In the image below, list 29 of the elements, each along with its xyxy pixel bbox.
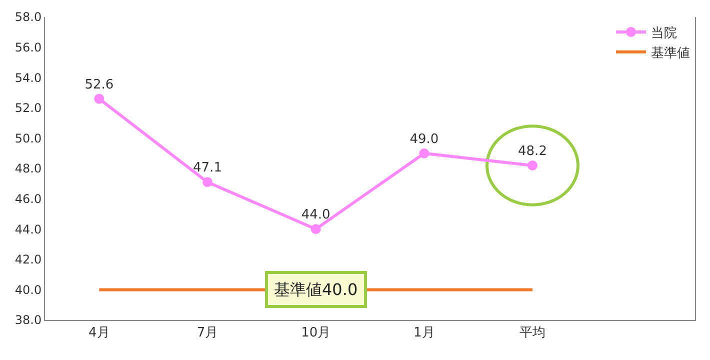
x-tick-label: 7月 xyxy=(196,326,218,341)
y-tick-label: 40.0 xyxy=(14,282,42,297)
y-tick-label: 42.0 xyxy=(14,252,42,267)
legend-label: 基準値 xyxy=(651,46,690,61)
annotation: 基準値40.0 xyxy=(274,280,358,299)
y-tick-label: 46.0 xyxy=(14,192,42,206)
x-tick-label: 平均 xyxy=(520,326,546,341)
point xyxy=(528,160,538,170)
data-label: 48.2 xyxy=(518,144,547,159)
x-tick-label: 4月 xyxy=(88,326,110,341)
y-tick-label: 50.0 xyxy=(14,131,42,146)
point xyxy=(94,94,104,104)
y-tick-label: 38.0 xyxy=(14,313,42,328)
point xyxy=(310,224,321,234)
legend-label: 当院 xyxy=(651,26,677,42)
x-tick-label: 1月 xyxy=(414,326,435,341)
y-tick-label: 48.0 xyxy=(14,162,42,176)
point xyxy=(419,148,430,158)
data-label: 47.1 xyxy=(193,160,222,176)
y-tick-label: 56.0 xyxy=(14,40,42,54)
data-label: 52.6 xyxy=(84,77,114,92)
y-tick-label: 58.0 xyxy=(14,10,42,24)
data-label: 44.0 xyxy=(301,208,330,223)
data-label: 49.0 xyxy=(410,132,439,147)
x-tick-label: 10月 xyxy=(301,326,331,341)
y-tick-label: 54.0 xyxy=(14,70,42,85)
y-tick-label: 44.0 xyxy=(14,222,42,236)
point xyxy=(202,177,212,188)
y-tick-label: 52.0 xyxy=(14,101,42,116)
